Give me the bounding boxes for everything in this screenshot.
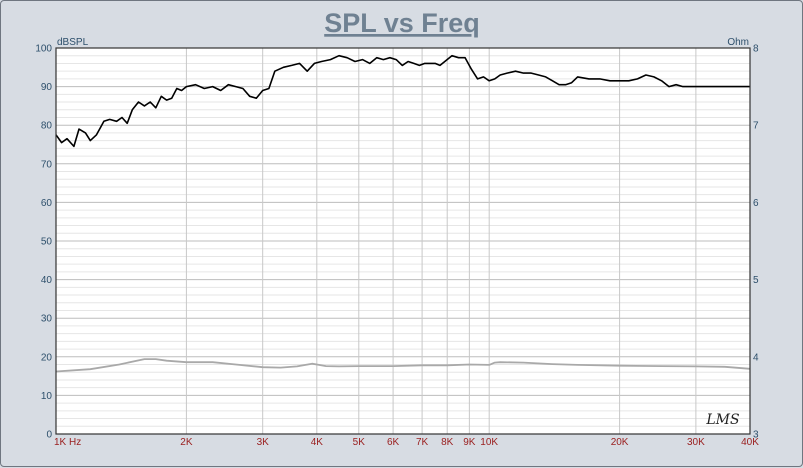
left-tick-label: 90 <box>41 82 53 93</box>
spl-curve <box>55 54 750 148</box>
impedance-curve <box>55 358 751 373</box>
left-tick-label: 70 <box>41 159 53 170</box>
x-tick-label: 4K <box>311 437 324 448</box>
chart-title: SPL vs Freq <box>324 8 480 38</box>
x-tick-label: 40K <box>741 437 759 448</box>
x-tick-label: 5K <box>353 437 366 448</box>
right-tick-label: 4 <box>753 352 759 363</box>
left-tick-label: 40 <box>41 275 53 286</box>
left-tick-label: 20 <box>41 352 53 363</box>
right-tick-label: 5 <box>753 275 759 286</box>
left-tick-label: 100 <box>35 44 52 55</box>
left-tick-label: 30 <box>41 314 53 325</box>
grid-lines <box>56 48 750 434</box>
x-tick-label: 3K <box>257 437 270 448</box>
x-tick-label: 10K <box>480 437 498 448</box>
left-tick-label: 60 <box>41 198 53 209</box>
plot-border <box>55 47 751 435</box>
watermark-signature: LMS <box>705 412 739 428</box>
right-tick-label: 3 <box>753 430 759 441</box>
right-tick-label: 7 <box>753 121 759 132</box>
right-tick-label: 8 <box>753 44 759 55</box>
right-tick-label: 6 <box>753 198 759 209</box>
right-axis: 3 4 5 6 7 8 <box>753 44 759 441</box>
x-tick-label: 1K <box>54 437 67 448</box>
x-tick-label: 2K <box>180 437 193 448</box>
x-tick-label: 20K <box>611 437 629 448</box>
x-tick-label: 30K <box>687 437 705 448</box>
x-axis: 1K 2K 3K 4K 5K 6K 7K 8K 9K 10K 20K 30K 40K <box>54 437 759 448</box>
right-axis-label: Ohm <box>727 37 749 48</box>
x-tick-label: 8K <box>441 437 454 448</box>
x-axis-unit-label: Hz <box>69 437 81 448</box>
left-tick-label: 0 <box>46 430 52 441</box>
x-tick-label: 7K <box>416 437 429 448</box>
left-tick-label: 50 <box>41 237 53 248</box>
left-axis-label: dBSPL <box>57 37 89 48</box>
left-axis: 0 10 20 30 40 50 60 70 80 90 100 <box>35 44 52 441</box>
x-tick-label: 6K <box>387 437 400 448</box>
series-layer <box>55 54 751 373</box>
x-tick-label: 9K <box>463 437 476 448</box>
left-tick-label: 80 <box>41 121 53 132</box>
left-tick-label: 10 <box>41 391 53 402</box>
